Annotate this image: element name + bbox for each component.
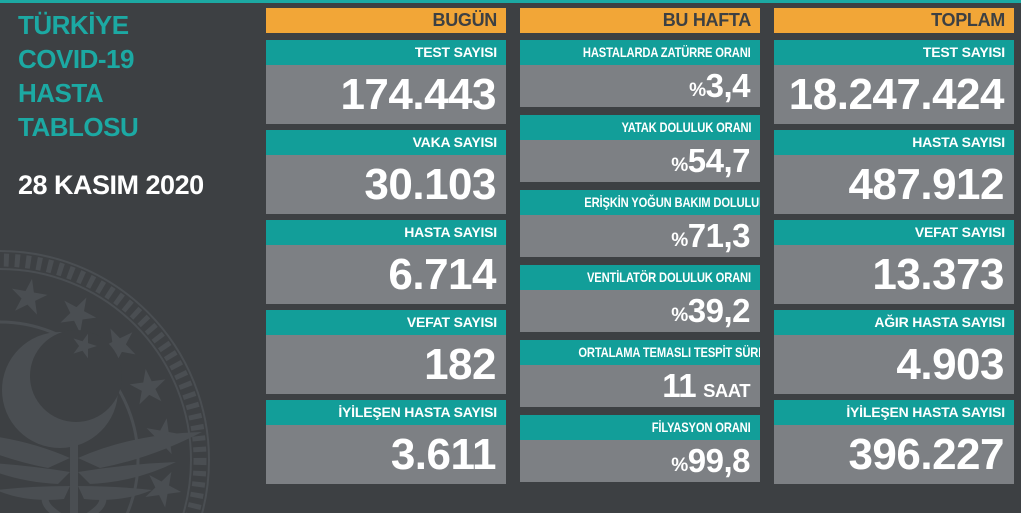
stat-label-bar: İYİLEŞEN HASTA SAYISI	[774, 400, 1014, 425]
stat-label: ERİŞKİN YOĞUN BAKIM DOLULUK ORANI	[584, 194, 760, 210]
stat-label: TEST SAYISI	[414, 44, 497, 60]
stat-value: 4.903	[774, 335, 1014, 394]
column-header-bugun: BUGÜN	[266, 8, 506, 33]
wing-icon	[0, 437, 70, 500]
stat-value: 487.912	[774, 155, 1014, 214]
stat-value: 30.103	[266, 155, 506, 214]
stat-label: TEST SAYISI	[922, 44, 1005, 60]
staff-knob-icon	[65, 423, 83, 441]
stats-grid: BUGÜN TEST SAYISI 174.443 VAKA SAYISI 30…	[266, 8, 1014, 484]
stat-card-hasta-sayisi-toplam: HASTA SAYISI 487.912	[774, 130, 1014, 214]
stat-value: 13.373	[774, 245, 1014, 304]
stat-card-vefat-sayisi: VEFAT SAYISI 182	[266, 310, 506, 394]
stat-label: ORTALAMA TEMASLI TESPİT SÜRESİ	[578, 344, 760, 360]
page-title: TÜRKİYE COVID-19 HASTA TABLOSU	[18, 8, 258, 144]
stat-value: %99,8	[520, 440, 760, 482]
stat-label-bar: HASTA SAYISI	[774, 130, 1014, 155]
column-toplam: TOPLAM TEST SAYISI 18.247.424 HASTA SAYI…	[774, 8, 1014, 484]
stat-value: %3,4	[520, 65, 760, 107]
stat-card-vaka-sayisi: VAKA SAYISI 30.103	[266, 130, 506, 214]
stat-label-bar: TEST SAYISI	[774, 40, 1014, 65]
stat-label: FİLYASYON ORANI	[652, 419, 751, 435]
page-title-line: COVID-19	[18, 44, 134, 74]
caduceus-crescent-icon	[0, 329, 202, 513]
stat-card-yogun-bakim-doluluk: ERİŞKİN YOĞUN BAKIM DOLULUK ORANI %71,3	[520, 190, 760, 257]
stat-label-bar: TEST SAYISI	[266, 40, 506, 65]
rope-ring-icon	[0, 253, 207, 513]
stat-card-vefat-sayisi-toplam: VEFAT SAYISI 13.373	[774, 220, 1014, 304]
stat-value: %39,2	[520, 290, 760, 332]
stat-value: 396.227	[774, 425, 1014, 484]
stat-label: İYİLEŞEN HASTA SAYISI	[338, 404, 497, 420]
stat-label: VENTİLATÖR DOLULUK ORANI	[587, 269, 751, 285]
stat-value: 3.611	[266, 425, 506, 484]
stat-card-hasta-sayisi: HASTA SAYISI 6.714	[266, 220, 506, 304]
stat-value: 174.443	[266, 65, 506, 124]
serpents-icon	[41, 488, 107, 513]
stat-label-bar: FİLYASYON ORANI	[520, 415, 760, 440]
stat-label: HASTA SAYISI	[912, 134, 1005, 150]
crescent-icon	[2, 332, 118, 448]
page-title-line: TÜRKİYE	[18, 10, 129, 40]
stat-card-yatak-doluluk: YATAK DOLULUK ORANI %54,7	[520, 115, 760, 182]
stat-value: %54,7	[520, 140, 760, 182]
sidebar: TÜRKİYE COVID-19 HASTA TABLOSU 28 KASIM …	[18, 8, 258, 201]
stat-card-ventilator-doluluk: VENTİLATÖR DOLULUK ORANI %39,2	[520, 265, 760, 332]
stat-label-bar: ERİŞKİN YOĞUN BAKIM DOLULUK ORANI	[520, 190, 760, 215]
stat-label-bar: VENTİLATÖR DOLULUK ORANI	[520, 265, 760, 290]
inner-ring-icon	[0, 320, 140, 513]
stat-card-temasli-tespit-suresi: ORTALAMA TEMASLI TESPİT SÜRESİ 11 SAAT	[520, 340, 760, 407]
crescent-star-icon	[68, 329, 100, 360]
stat-label: AĞIR HASTA SAYISI	[874, 314, 1005, 330]
stat-card-test-sayisi-toplam: TEST SAYISI 18.247.424	[774, 40, 1014, 124]
stat-value: 6.714	[266, 245, 506, 304]
staff-icon	[70, 440, 78, 513]
stat-card-iyilesen-hasta-sayisi-toplam: İYİLEŞEN HASTA SAYISI 396.227	[774, 400, 1014, 484]
stat-card-filyasyon-orani: FİLYASYON ORANI %99,8	[520, 415, 760, 482]
stat-value: %71,3	[520, 215, 760, 257]
stat-card-agir-hasta-sayisi: AĞIR HASTA SAYISI 4.903	[774, 310, 1014, 394]
stat-value: 182	[266, 335, 506, 394]
stat-label-bar: VAKA SAYISI	[266, 130, 506, 155]
column-header-toplam: TOPLAM	[774, 8, 1014, 33]
stat-label-bar: HASTA SAYISI	[266, 220, 506, 245]
stat-label-bar: YATAK DOLULUK ORANI	[520, 115, 760, 140]
stat-card-iyilesen-hasta-sayisi: İYİLEŞEN HASTA SAYISI 3.611	[266, 400, 506, 484]
stat-label-bar: VEFAT SAYISI	[774, 220, 1014, 245]
stat-card-test-sayisi: TEST SAYISI 174.443	[266, 40, 506, 124]
stat-label-bar: HASTALARDA ZATÜRRE ORANI	[520, 40, 760, 65]
stat-label: HASTA SAYISI	[404, 224, 497, 240]
stat-label-bar: ORTALAMA TEMASLI TESPİT SÜRESİ	[520, 340, 760, 365]
stat-label: İYİLEŞEN HASTA SAYISI	[846, 404, 1005, 420]
stat-value: 11 SAAT	[520, 365, 760, 407]
stat-label-bar: AĞIR HASTA SAYISI	[774, 310, 1014, 335]
stat-label: VEFAT SAYISI	[914, 224, 1005, 240]
top-accent-bar	[0, 0, 1021, 3]
stat-label: YATAK DOLULUK ORANI	[621, 119, 751, 135]
health-ministry-emblem-icon	[0, 250, 210, 513]
column-bugun: BUGÜN TEST SAYISI 174.443 VAKA SAYISI 30…	[266, 8, 506, 484]
stat-label: VAKA SAYISI	[412, 134, 498, 150]
stat-label-bar: VEFAT SAYISI	[266, 310, 506, 335]
page-title-line: TABLOSU	[18, 112, 139, 142]
stat-value: 18.247.424	[774, 65, 1014, 124]
stat-label: VEFAT SAYISI	[406, 314, 497, 330]
star-ring-icon	[8, 275, 185, 510]
stat-label-bar: İYİLEŞEN HASTA SAYISI	[266, 400, 506, 425]
stat-label: HASTALARDA ZATÜRRE ORANI	[583, 44, 751, 60]
report-date: 28 KASIM 2020	[18, 170, 204, 200]
wing-icon	[78, 432, 202, 500]
column-header-bu-hafta: BU HAFTA	[520, 8, 760, 33]
stat-card-zaturre-orani: HASTALARDA ZATÜRRE ORANI %3,4	[520, 40, 760, 107]
column-bu-hafta: BU HAFTA HASTALARDA ZATÜRRE ORANI %3,4 Y…	[520, 8, 760, 484]
page-title-line: HASTA	[18, 78, 104, 108]
